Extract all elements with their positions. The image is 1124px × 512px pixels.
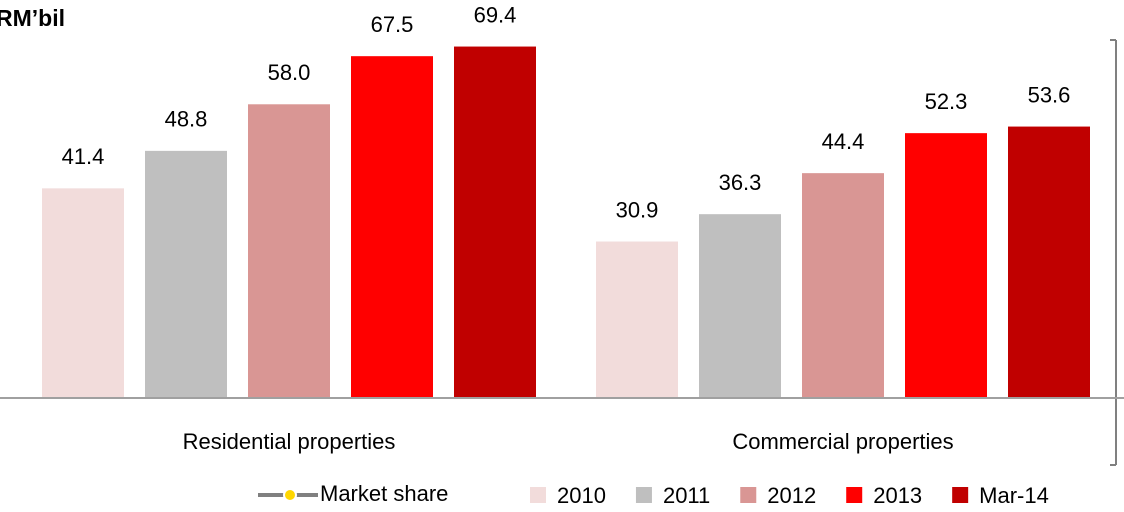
- legend-swatch: [846, 487, 863, 503]
- legend-swatch: [530, 487, 546, 503]
- legend-label: 2010: [557, 483, 606, 508]
- bar: [351, 56, 433, 399]
- x-tick-label: Commercial properties: [732, 429, 953, 454]
- data-label: 67.5: [371, 12, 414, 37]
- legend-swatch: [952, 487, 969, 503]
- data-label: 58.0: [268, 60, 311, 85]
- legend-label: 2011: [663, 483, 710, 508]
- bar: [145, 150, 227, 398]
- legend-swatch: [635, 487, 652, 503]
- bar: [905, 133, 987, 398]
- bar: [42, 188, 124, 398]
- data-label: 69.4: [474, 2, 517, 27]
- legend-label: 2012: [767, 483, 816, 508]
- data-label: 44.4: [822, 129, 865, 154]
- bar: [248, 104, 330, 399]
- data-label: 53.6: [1028, 82, 1071, 107]
- bar: [699, 214, 781, 398]
- data-label: 48.8: [165, 107, 208, 132]
- data-label: 52.3: [925, 89, 968, 114]
- bar: [596, 241, 678, 398]
- legend-marker: [283, 488, 297, 502]
- data-label: 36.3: [719, 170, 762, 195]
- data-label: 30.9: [616, 197, 659, 222]
- legend-swatch: [740, 487, 757, 503]
- chart-title: RM’bil: [0, 5, 65, 31]
- bar: [1008, 126, 1090, 399]
- bar: [802, 173, 884, 398]
- legend-label: Mar-14: [979, 483, 1049, 508]
- data-label: 41.4: [62, 144, 105, 169]
- bar: [454, 46, 536, 399]
- legend-label: 2013: [873, 483, 922, 508]
- x-tick-label: Residential properties: [183, 429, 396, 454]
- legend-label: Market share: [320, 481, 448, 506]
